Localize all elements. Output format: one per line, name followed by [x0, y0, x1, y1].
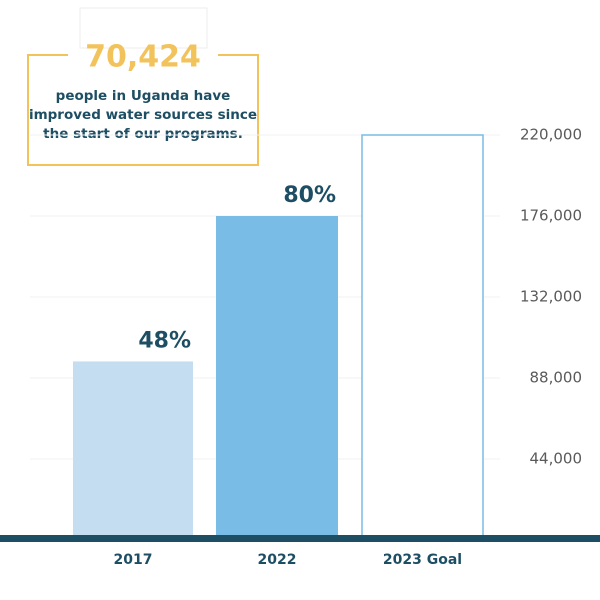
y-tick-label: 176,000	[520, 207, 582, 225]
faint-box	[79, 7, 208, 49]
baseline	[0, 535, 600, 542]
y-tick-label: 44,000	[530, 450, 583, 468]
y-tick-label: 88,000	[530, 369, 583, 387]
bar	[73, 361, 193, 540]
bar	[361, 134, 484, 541]
callout-line: improved water sources since	[29, 107, 257, 123]
callout-line: the start of our programs.	[43, 126, 243, 142]
bar-label: 48%	[138, 328, 191, 353]
x-tick-label: 2022	[258, 552, 297, 568]
bar-label: 80%	[283, 183, 336, 208]
bar	[216, 216, 338, 540]
callout-number: 70,424	[85, 40, 201, 75]
y-tick-label: 132,000	[520, 288, 582, 306]
callout-border	[27, 54, 259, 166]
y-tick-label: 220,000	[520, 126, 582, 144]
x-tick-label: 2017	[114, 552, 153, 568]
x-tick-label: 2023 Goal	[383, 552, 462, 568]
callout-line: people in Uganda have	[56, 88, 231, 104]
